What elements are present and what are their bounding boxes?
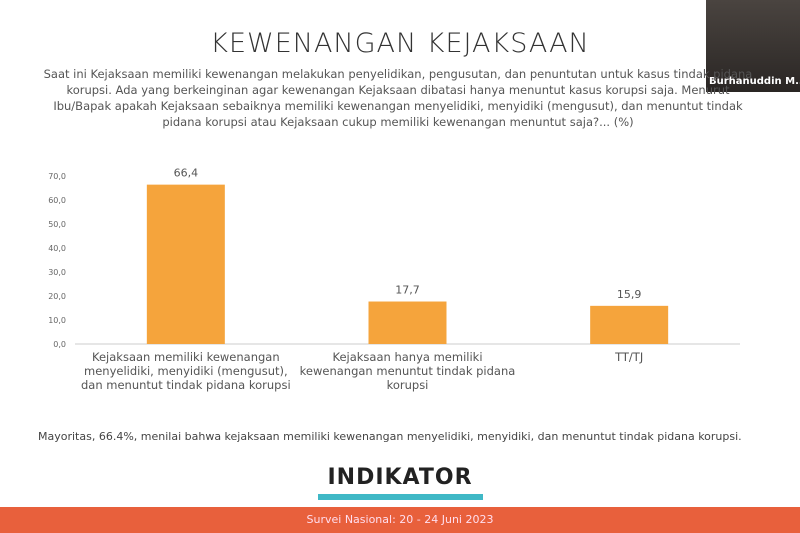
y-tick-label: 30,0: [48, 268, 66, 277]
question-text: Saat ini Kejaksaan memiliki kewenangan m…: [43, 67, 753, 129]
value-label: 15,9: [617, 288, 642, 301]
y-tick-label: 20,0: [48, 292, 66, 301]
participant-name: Burhanuddin M...: [709, 76, 800, 87]
y-tick-label: 0,0: [53, 340, 66, 349]
x-tick-label: Kejaksaan hanya memiliki kewenangan menu…: [299, 350, 516, 392]
video-thumbnail: [706, 0, 800, 92]
y-tick-label: 40,0: [48, 244, 66, 253]
y-tick-label: 60,0: [48, 196, 66, 205]
bar: [590, 305, 669, 344]
bar: [368, 301, 447, 344]
y-tick-label: 70,0: [48, 172, 66, 181]
y-tick-label: 10,0: [48, 316, 66, 325]
conclusion-text: Mayoritas, 66.4%, menilai bahwa kejaksaa…: [38, 430, 742, 443]
footer-text: Survei Nasional: 20 - 24 Juni 2023: [306, 513, 494, 526]
x-tick-label: TT/TJ: [615, 350, 644, 364]
value-label: 17,7: [395, 284, 420, 297]
footer-bar: [0, 507, 800, 533]
logo: INDIKATOR: [327, 465, 473, 490]
bar: [146, 184, 225, 344]
x-tick-label: Kejaksaan memiliki kewenangan menyelidik…: [80, 350, 291, 392]
logo-bar: [318, 494, 483, 500]
slide-title: KEWENANGAN KEJAKSAAN: [210, 28, 590, 59]
y-tick-label: 50,0: [48, 220, 66, 229]
value-label: 66,4: [174, 167, 199, 180]
